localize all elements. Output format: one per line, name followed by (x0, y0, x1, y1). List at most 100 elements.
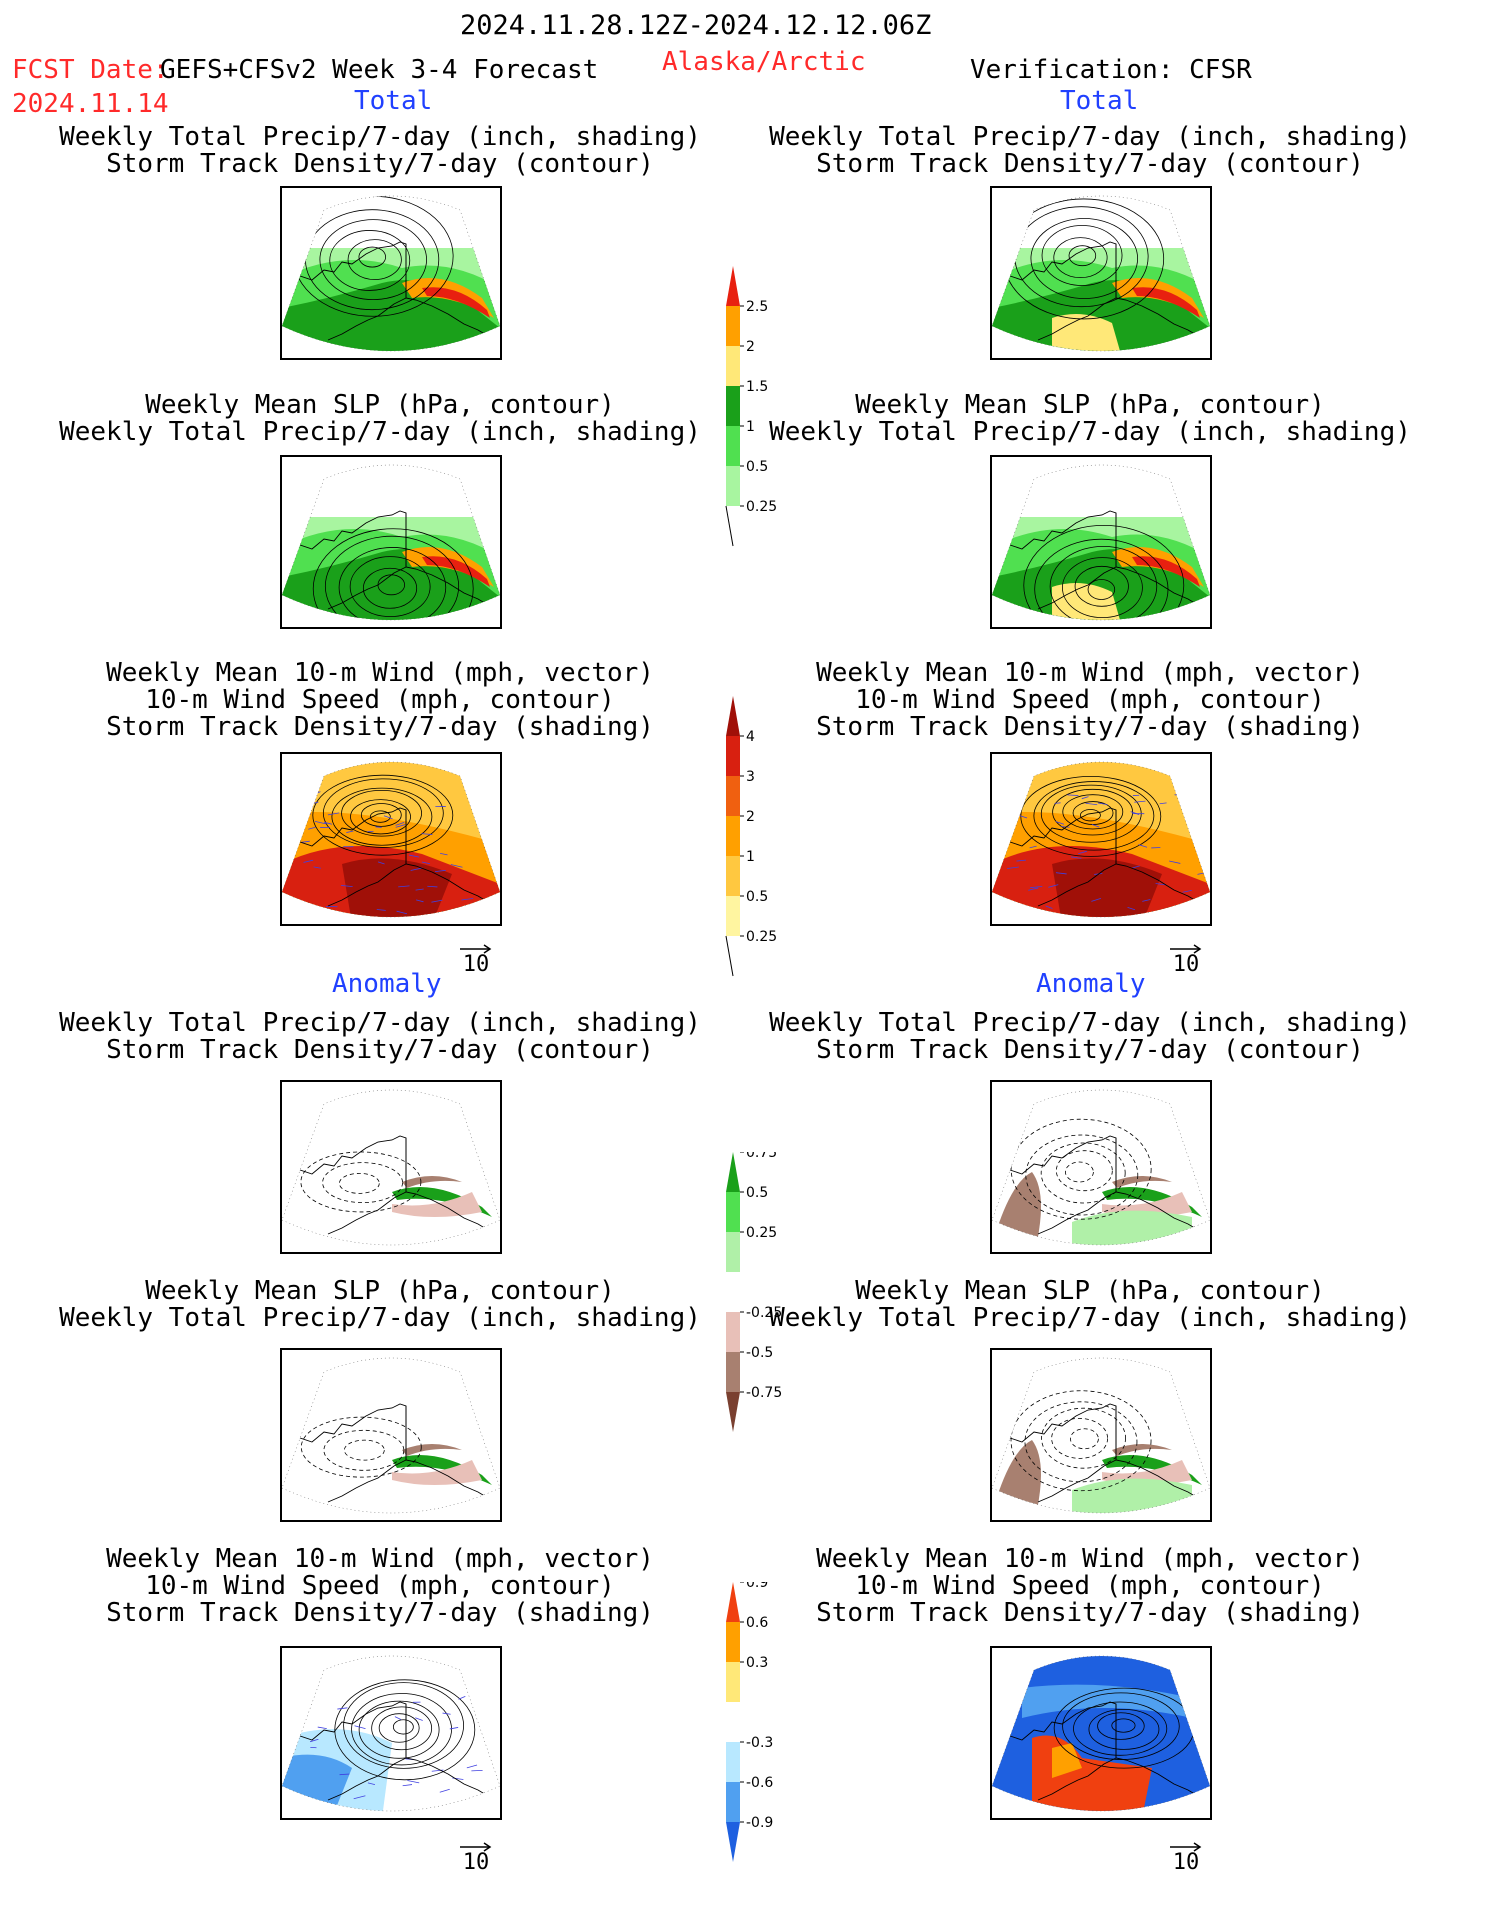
wind-vector (1138, 844, 1148, 848)
contour-line (378, 1713, 420, 1743)
wind-vector (1016, 859, 1026, 862)
contour-line (1062, 1692, 1180, 1760)
section-anomaly-right: Anomaly (1036, 969, 1146, 999)
contour-line (1068, 245, 1097, 267)
colorbar-segment (726, 816, 740, 856)
wind-vector (1091, 898, 1101, 902)
colorbar-tick-label: 1 (746, 849, 755, 865)
anom-storm-neg-strong (282, 1754, 352, 1811)
contour-line (369, 810, 391, 823)
date-range: 2024.11.28.12Z-2024.12.12.06Z (460, 10, 932, 41)
map-canvas (282, 1655, 500, 1812)
contour-line (1049, 545, 1158, 620)
wind-vector (301, 840, 310, 843)
wind-vector (1196, 844, 1206, 849)
wind-vector (317, 1726, 327, 1729)
contour-line (1041, 1407, 1126, 1469)
coastline (287, 510, 489, 610)
colorbar-tick-label: 3 (746, 769, 755, 785)
precip-extreme (1132, 287, 1200, 318)
reference-vector-anom-right: 10 (1166, 1842, 1206, 1874)
colorbar-top-arrow (726, 1152, 740, 1192)
coastline (997, 241, 1199, 341)
map-canvas (992, 1357, 1210, 1514)
map-anom-wind-forecast (280, 1646, 502, 1820)
map-total-wind-forecast (280, 752, 502, 926)
wind-vector (313, 866, 321, 869)
wind-vector (1045, 905, 1053, 909)
coastline (997, 1403, 1199, 1503)
wind-vector (327, 812, 340, 816)
map-canvas (282, 195, 500, 352)
colorbar-tick-label: -0.25 (746, 1305, 782, 1321)
anom-dry (402, 1444, 462, 1456)
colorbar-segment (726, 1782, 740, 1822)
colorbar-tick-label: 1 (746, 419, 755, 435)
domain-outline (282, 761, 500, 918)
wind-vector (1098, 802, 1108, 806)
wind-vector (377, 861, 385, 865)
contour-line (347, 239, 402, 280)
colorbar-segment (726, 1272, 740, 1312)
colorbar-tick-label: 0.9 (746, 1582, 768, 1591)
map-canvas (992, 1089, 1210, 1246)
map-total-precip-forecast (280, 186, 502, 360)
coastline (997, 1135, 1199, 1235)
wind-vector (1030, 885, 1043, 889)
wind-vector (367, 1782, 376, 1786)
storm-max (342, 858, 452, 917)
wind-vector (376, 909, 386, 911)
domain-outline (282, 1655, 500, 1812)
coastline (287, 1403, 489, 1503)
wind-vector (1142, 899, 1151, 902)
wind-vector (1159, 802, 1167, 805)
anom-storm-neg (1022, 1684, 1192, 1718)
colorbar-tail (725, 935, 734, 977)
title-total-wind-left: Weekly Mean 10-m Wind (mph, vector) 10-m … (106, 658, 654, 742)
contour-line (323, 1429, 405, 1471)
map-total-slp-verification (990, 455, 1212, 629)
map-anom-slp-forecast (280, 1348, 502, 1522)
colorbar-tick-label: 0.5 (746, 1185, 768, 1201)
colorbar-tick-label: 0.6 (746, 1615, 768, 1631)
contour-line (341, 790, 422, 837)
contour-line (1010, 1390, 1152, 1492)
colorbar-segment (726, 1662, 740, 1702)
contour-line (349, 556, 431, 617)
colorbar-tick-label: 0.3 (746, 1655, 768, 1671)
colorbar-segment (726, 1742, 740, 1782)
contour-line (1079, 809, 1101, 822)
contour-line (329, 230, 411, 291)
colorbar-tick-label: 0.5 (746, 889, 768, 905)
coastline (997, 510, 1199, 610)
wind-vector (353, 1795, 366, 1800)
colorbar-segment (726, 426, 740, 466)
wind-vector (431, 899, 443, 903)
wind-vector (1081, 796, 1089, 800)
wind-vector (461, 898, 474, 901)
colorbar-segment (726, 1622, 740, 1662)
domain-outline (992, 1655, 1210, 1812)
wind-vector (416, 899, 424, 903)
colorbar-top-arrow (726, 1582, 740, 1622)
wind-vector (337, 1707, 348, 1710)
wind-vector (1195, 833, 1205, 837)
wind-vector (1078, 850, 1087, 854)
colorbar-tick-label: 0.5 (746, 459, 768, 475)
title-anom-slp-left: Weekly Mean SLP (hPa, contour) Weekly Tot… (59, 1276, 701, 1333)
coastline (287, 1701, 489, 1801)
anom-dry-light (392, 1460, 482, 1485)
wind-vector (449, 1727, 459, 1730)
colorbar-segment (726, 1312, 740, 1352)
section-total-right: Total (1060, 86, 1139, 116)
contour-line (331, 787, 433, 846)
contour-line (1010, 1118, 1152, 1220)
wind-vector (409, 854, 420, 858)
map-anom-precip-forecast (280, 1080, 502, 1254)
colorbar-precip-anomaly: -0.75 -0.5 -0.25 0.25 0.5 0.75 (726, 1152, 782, 1432)
coastline (287, 807, 489, 907)
wind-vector (303, 859, 314, 863)
domain-outline (282, 464, 500, 621)
colorbar-bottom-arrow (726, 1822, 740, 1862)
wind-vector (346, 830, 354, 833)
